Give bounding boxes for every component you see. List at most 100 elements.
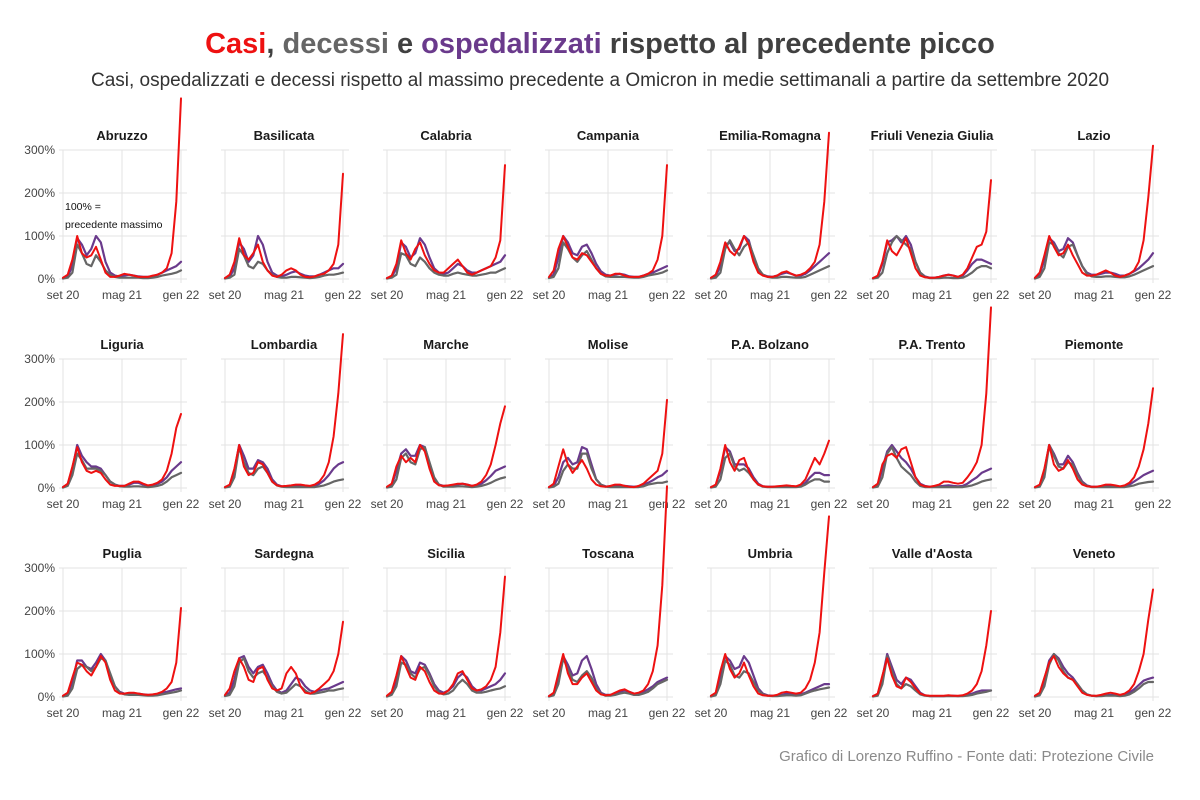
x-tick-label: set 20 — [371, 706, 404, 720]
x-tick-label: set 20 — [857, 288, 890, 302]
panel-title: P.A. Bolzano — [731, 337, 809, 352]
panel-title: Basilicata — [254, 128, 315, 143]
panel-title: Calabria — [420, 128, 472, 143]
y-tick-label: 100% — [24, 438, 55, 452]
x-tick-label: gen 22 — [811, 706, 848, 720]
series-line-cases — [872, 610, 992, 698]
y-tick-label: 100% — [24, 647, 55, 661]
x-tick-label: mag 21 — [426, 706, 466, 720]
y-tick-label: 300% — [24, 561, 55, 575]
x-tick-label: mag 21 — [1074, 288, 1114, 302]
x-tick-label: set 20 — [857, 497, 890, 511]
y-tick-label: 300% — [24, 143, 55, 157]
series-line-cases — [1034, 144, 1154, 279]
panel-title: Lazio — [1077, 128, 1110, 143]
x-tick-label: mag 21 — [750, 497, 790, 511]
y-tick-label: 0% — [38, 481, 56, 495]
x-tick-label: set 20 — [1019, 288, 1052, 302]
series-line-cases — [548, 485, 668, 698]
panel-title: Piemonte — [1065, 337, 1124, 352]
title-sep-2: e — [388, 28, 422, 60]
series-line-cases — [386, 164, 506, 280]
x-tick-label: mag 21 — [912, 706, 952, 720]
x-tick-label: gen 22 — [811, 288, 848, 302]
x-tick-label: gen 22 — [487, 706, 524, 720]
series-line-cases — [386, 405, 506, 488]
x-tick-label: mag 21 — [912, 288, 952, 302]
series-line-deaths — [223, 657, 345, 698]
panel-title: Molise — [588, 337, 628, 352]
y-tick-label: 0% — [38, 272, 56, 286]
panel-title: Valle d'Aosta — [892, 546, 973, 561]
x-tick-label: set 20 — [47, 497, 80, 511]
title-sep-1: , — [266, 28, 283, 60]
series-line-cases — [386, 575, 506, 697]
x-tick-label: gen 22 — [649, 288, 686, 302]
x-tick-label: gen 22 — [973, 288, 1010, 302]
x-tick-label: gen 22 — [649, 497, 686, 511]
series-line-cases — [548, 164, 668, 278]
x-tick-label: gen 22 — [1135, 288, 1172, 302]
x-tick-label: gen 22 — [325, 497, 362, 511]
y-tick-label: 200% — [24, 604, 55, 618]
series-line-deaths — [385, 446, 507, 489]
panel-title: Emilia-Romagna — [719, 128, 822, 143]
x-tick-label: mag 21 — [588, 288, 628, 302]
x-tick-label: mag 21 — [750, 706, 790, 720]
x-tick-label: mag 21 — [264, 288, 304, 302]
title-cases: Casi — [205, 28, 267, 60]
series-line-deaths — [1033, 241, 1155, 280]
x-tick-label: set 20 — [371, 497, 404, 511]
x-tick-label: gen 22 — [325, 706, 362, 720]
x-tick-label: set 20 — [857, 706, 890, 720]
x-tick-label: gen 22 — [973, 706, 1010, 720]
x-tick-label: set 20 — [533, 288, 566, 302]
y-tick-label: 200% — [24, 186, 55, 200]
series-line-cases — [710, 131, 830, 279]
x-tick-label: set 20 — [1019, 706, 1052, 720]
panel-title: Sardegna — [254, 546, 314, 561]
series-line-cases — [224, 620, 344, 696]
series-line-cases — [548, 398, 668, 489]
x-tick-label: set 20 — [1019, 497, 1052, 511]
x-tick-label: mag 21 — [102, 706, 142, 720]
x-tick-label: gen 22 — [1135, 706, 1172, 720]
x-tick-label: gen 22 — [1135, 497, 1172, 511]
series-line-cases — [710, 439, 830, 489]
panel-title: Campania — [577, 128, 640, 143]
x-tick-label: set 20 — [47, 288, 80, 302]
x-tick-label: set 20 — [47, 706, 80, 720]
chart-caption: Grafico di Lorenzo Ruffino - Fonte dati:… — [779, 748, 1154, 765]
title-deaths: decessi — [282, 28, 389, 60]
y-tick-label: 0% — [38, 690, 56, 704]
chart-title: Casi, decessi e ospedalizzati rispetto a… — [0, 28, 1200, 61]
x-tick-label: mag 21 — [1074, 706, 1114, 720]
series-line-cases — [710, 515, 830, 697]
x-tick-label: set 20 — [209, 288, 242, 302]
chart-subtitle: Casi, ospedalizzati e decessi rispetto a… — [90, 70, 1110, 91]
x-tick-label: gen 22 — [163, 288, 200, 302]
x-tick-label: gen 22 — [163, 706, 200, 720]
x-tick-label: gen 22 — [649, 706, 686, 720]
x-tick-label: gen 22 — [487, 288, 524, 302]
x-tick-label: set 20 — [371, 288, 404, 302]
x-tick-label: mag 21 — [264, 706, 304, 720]
y-tick-label: 100% — [24, 229, 55, 243]
x-tick-label: gen 22 — [811, 497, 848, 511]
x-tick-label: mag 21 — [426, 288, 466, 302]
annotation-text: precedente massimo — [65, 219, 163, 231]
x-tick-label: gen 22 — [325, 288, 362, 302]
annotation-text: 100% = — [65, 201, 101, 213]
x-tick-label: gen 22 — [973, 497, 1010, 511]
y-tick-label: 200% — [24, 395, 55, 409]
panel-title: Friuli Venezia Giulia — [871, 128, 995, 143]
x-tick-label: mag 21 — [750, 288, 790, 302]
x-tick-label: mag 21 — [588, 706, 628, 720]
panel-title: Umbria — [748, 546, 794, 561]
y-tick-label: 300% — [24, 352, 55, 366]
panel-title: Abruzzo — [96, 128, 147, 143]
x-tick-label: gen 22 — [487, 497, 524, 511]
series-line-cases — [62, 607, 182, 697]
series-line-cases — [1034, 387, 1154, 489]
x-tick-label: mag 21 — [1074, 497, 1114, 511]
